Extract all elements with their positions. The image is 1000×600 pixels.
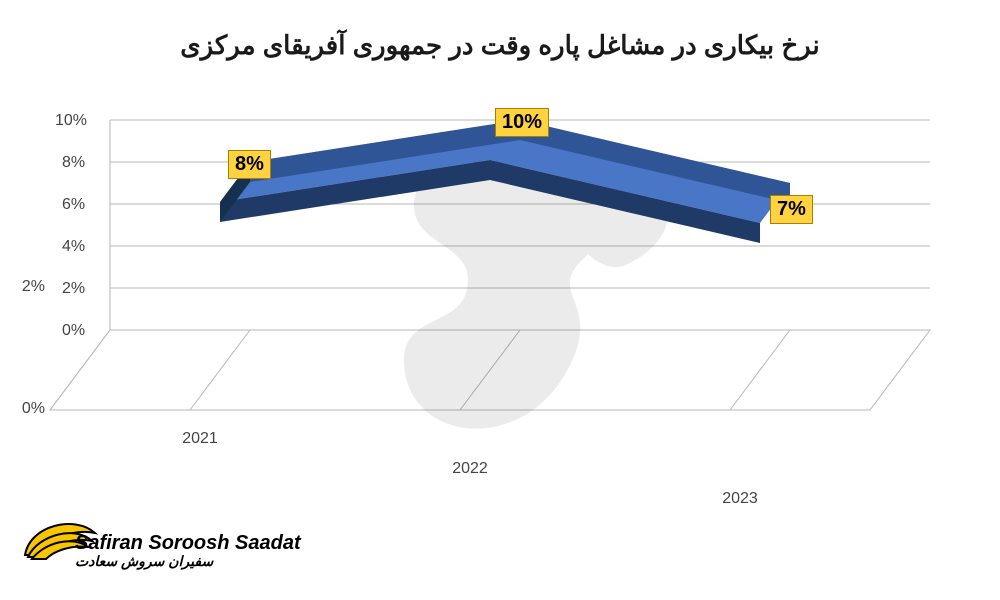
xtick-2023: 2023	[700, 490, 780, 508]
ytick-6p: 6%	[0, 196, 162, 214]
logo-en-part2: Soroosh	[148, 532, 235, 554]
logo-text-fa: سفیران سروش سعادت	[75, 554, 301, 569]
chart-title: نرخ بیکاری در مشاغل پاره وقت در جمهوری آ…	[0, 30, 1000, 61]
ytick-2p: 2%	[0, 280, 162, 298]
ytick-0: 0%	[0, 400, 45, 418]
datalabel-2023: 7%	[770, 195, 813, 224]
chart-canvas: نرخ بیکاری در مشاغل پاره وقت در جمهوری آ…	[0, 0, 1000, 600]
xtick-2021: 2021	[160, 430, 240, 448]
logo-en-part1: Safiran	[75, 532, 148, 554]
ytick-0b: 0%	[0, 322, 162, 340]
chart-svg	[0, 0, 1000, 600]
brand-logo: Safiran Soroosh Saadat سفیران سروش سعادت	[20, 515, 320, 590]
ytick-8p: 8%	[0, 154, 162, 172]
datalabel-2022: 10%	[495, 108, 549, 137]
ytick-10p: 10%	[0, 112, 155, 130]
logo-en-part3: Saadat	[235, 532, 301, 554]
logo-text-en: Safiran Soroosh Saadat	[75, 533, 301, 554]
datalabel-2021: 8%	[228, 150, 271, 179]
ytick-4p: 4%	[0, 238, 162, 256]
xtick-2022: 2022	[430, 460, 510, 478]
